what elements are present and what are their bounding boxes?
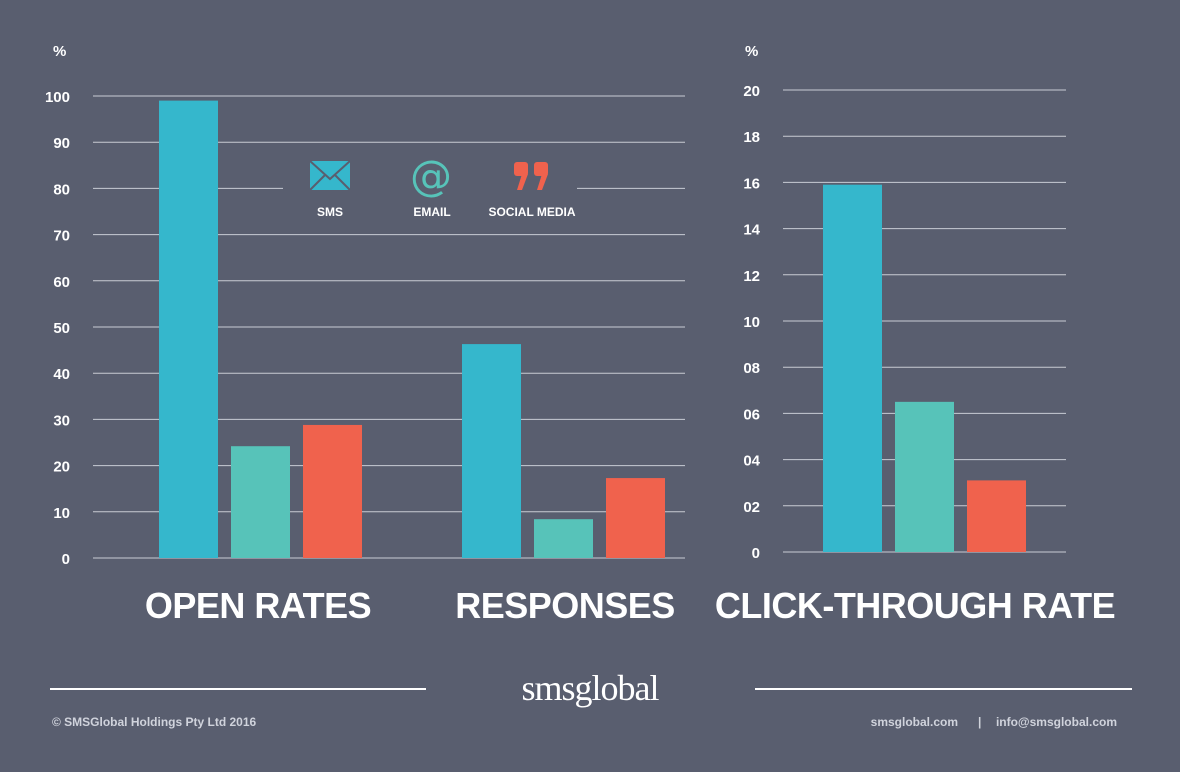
y-tick-label: 20 <box>53 459 70 476</box>
legend: @ SMS EMAIL SOCIAL MEDIA <box>283 150 577 230</box>
y-tick-label: 100 <box>45 89 70 106</box>
y-tick-label: 18 <box>743 129 760 146</box>
category-label: RESPONSES <box>455 585 675 626</box>
bar-social-media <box>303 424 362 558</box>
y-tick-label: 90 <box>53 135 70 152</box>
y-axis-unit-label: % <box>53 43 66 60</box>
y-tick-label: 08 <box>743 360 760 377</box>
y-tick-label: 40 <box>53 366 70 383</box>
bar-sms <box>823 184 882 552</box>
legend-label-social-media: SOCIAL MEDIA <box>488 205 575 219</box>
y-tick-label: 70 <box>53 228 70 245</box>
copyright: © SMSGlobal Holdings Pty Ltd 2016 <box>52 715 257 729</box>
legend-label-email: EMAIL <box>413 205 450 219</box>
y-tick-label: 02 <box>743 499 760 516</box>
bar-email <box>895 401 954 552</box>
y-tick-label: 16 <box>743 175 760 192</box>
category-label: CLICK-THROUGH RATE <box>715 585 1115 626</box>
legend-label-sms: SMS <box>317 205 343 219</box>
footer-separator: | <box>978 715 981 729</box>
bar-social-media <box>606 478 665 558</box>
y-tick-label: 30 <box>53 412 70 429</box>
y-tick-label: 04 <box>743 453 760 470</box>
bar-social-media <box>967 480 1026 552</box>
bar-sms <box>462 344 521 558</box>
envelope-icon <box>309 160 351 191</box>
y-tick-label: 14 <box>743 222 760 239</box>
at-sign-icon: @ <box>410 151 452 200</box>
y-tick-label: 06 <box>743 406 760 423</box>
y-tick-label: 10 <box>53 505 70 522</box>
email-link[interactable]: info@smsglobal.com <box>996 715 1117 729</box>
y-tick-label: 12 <box>743 268 760 285</box>
y-tick-label: 80 <box>53 181 70 198</box>
bar-email <box>534 519 593 558</box>
smsglobal-logo: smsglobal <box>521 668 659 708</box>
y-tick-label: 20 <box>743 83 760 100</box>
category-label: OPEN RATES <box>145 585 371 626</box>
y-tick-label: 50 <box>53 320 70 337</box>
quote-icon <box>514 162 548 190</box>
y-tick-label: 60 <box>53 274 70 291</box>
website-link[interactable]: smsglobal.com <box>871 715 958 729</box>
bar-email <box>231 446 290 558</box>
y-tick-label: 0 <box>62 551 70 568</box>
y-tick-label: 0 <box>752 545 760 562</box>
bar-sms <box>159 100 218 559</box>
y-tick-label: 10 <box>743 314 760 331</box>
y-axis-unit-label: % <box>745 43 758 60</box>
